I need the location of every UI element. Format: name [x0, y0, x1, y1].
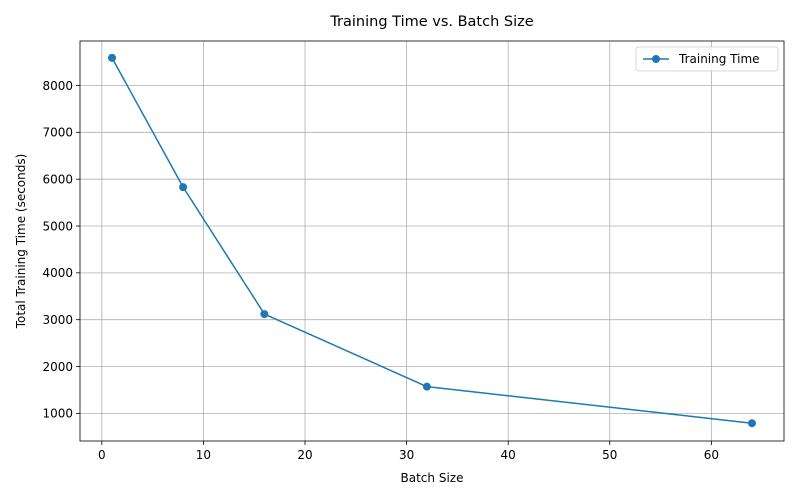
x-tick-label: 50	[602, 448, 617, 462]
axes	[79, 40, 785, 442]
y-axis-ticks: 1000 2000 3000 4000 5000 6000 7000 8000	[42, 79, 80, 421]
x-axis-label: Batch Size	[401, 471, 464, 485]
x-tick-label: 10	[196, 448, 211, 462]
grid	[80, 41, 784, 441]
legend: Training Time	[635, 46, 779, 72]
y-tick-label: 7000	[42, 126, 73, 140]
x-tick-label: 40	[501, 448, 516, 462]
legend-box	[635, 46, 779, 72]
plot-frame	[79, 40, 785, 442]
data-point	[748, 419, 756, 428]
y-tick-label: 1000	[42, 407, 73, 421]
y-tick-label: 6000	[42, 172, 73, 186]
data-point	[179, 183, 188, 192]
x-tick-label: 30	[399, 448, 414, 462]
y-tick-label: 5000	[42, 219, 73, 233]
chart-title: Training Time vs. Batch Size	[329, 14, 533, 30]
y-tick-label: 4000	[42, 266, 73, 280]
data-point	[108, 53, 116, 62]
data-point	[260, 310, 269, 319]
y-axis-label: Total Training Time (seconds)	[14, 154, 28, 330]
x-tick-label: 0	[98, 448, 106, 462]
x-tick-label: 60	[704, 448, 719, 462]
data-point	[422, 382, 431, 391]
x-axis-ticks: 0 10 20 30 40 50 60	[98, 441, 719, 462]
plot-area	[80, 41, 784, 441]
x-tick-label: 20	[297, 448, 312, 462]
series-layer	[108, 53, 756, 428]
y-tick-label: 8000	[42, 79, 73, 93]
legend-marker-swatch	[652, 55, 660, 63]
legend-label: Training Time	[678, 52, 760, 66]
y-tick-label: 3000	[42, 313, 73, 327]
y-tick-label: 2000	[42, 360, 73, 374]
